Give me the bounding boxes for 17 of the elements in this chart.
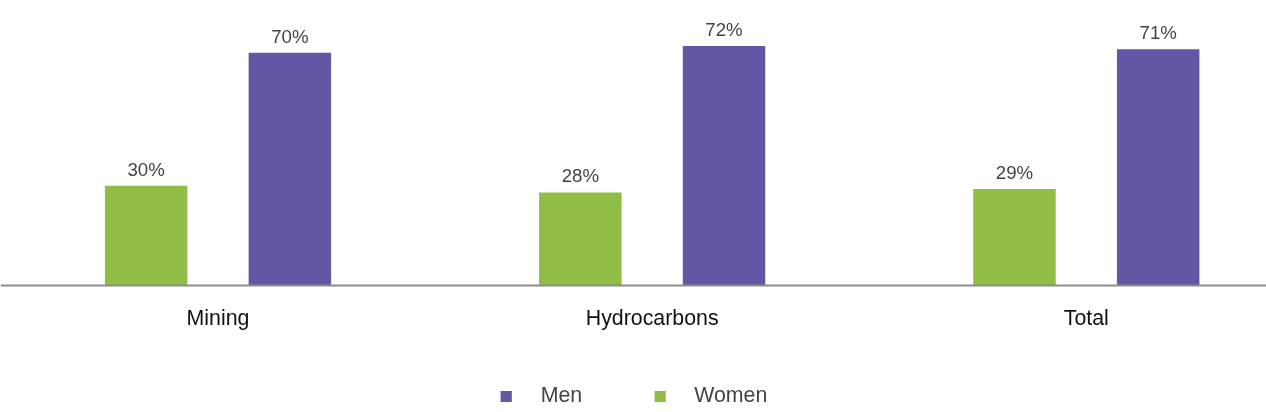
legend-label: Women: [694, 383, 768, 408]
data-label: 72%: [705, 19, 743, 41]
bar: [248, 52, 332, 286]
data-label: 30%: [127, 158, 165, 180]
bar: [973, 189, 1056, 286]
data-label: 29%: [995, 162, 1034, 184]
bar: [104, 185, 188, 286]
legend-label: Men: [540, 383, 583, 408]
bar: [682, 46, 766, 286]
x-tick-label: Total: [1063, 305, 1109, 330]
data-label: 70%: [271, 25, 309, 47]
x-tick-label: Mining: [186, 305, 250, 330]
x-tick-label: Hydrocarbons: [585, 305, 719, 330]
bar: [539, 192, 622, 286]
data-label: 28%: [561, 165, 599, 187]
bar: [1116, 49, 1200, 286]
data-label: 71%: [1139, 22, 1177, 44]
